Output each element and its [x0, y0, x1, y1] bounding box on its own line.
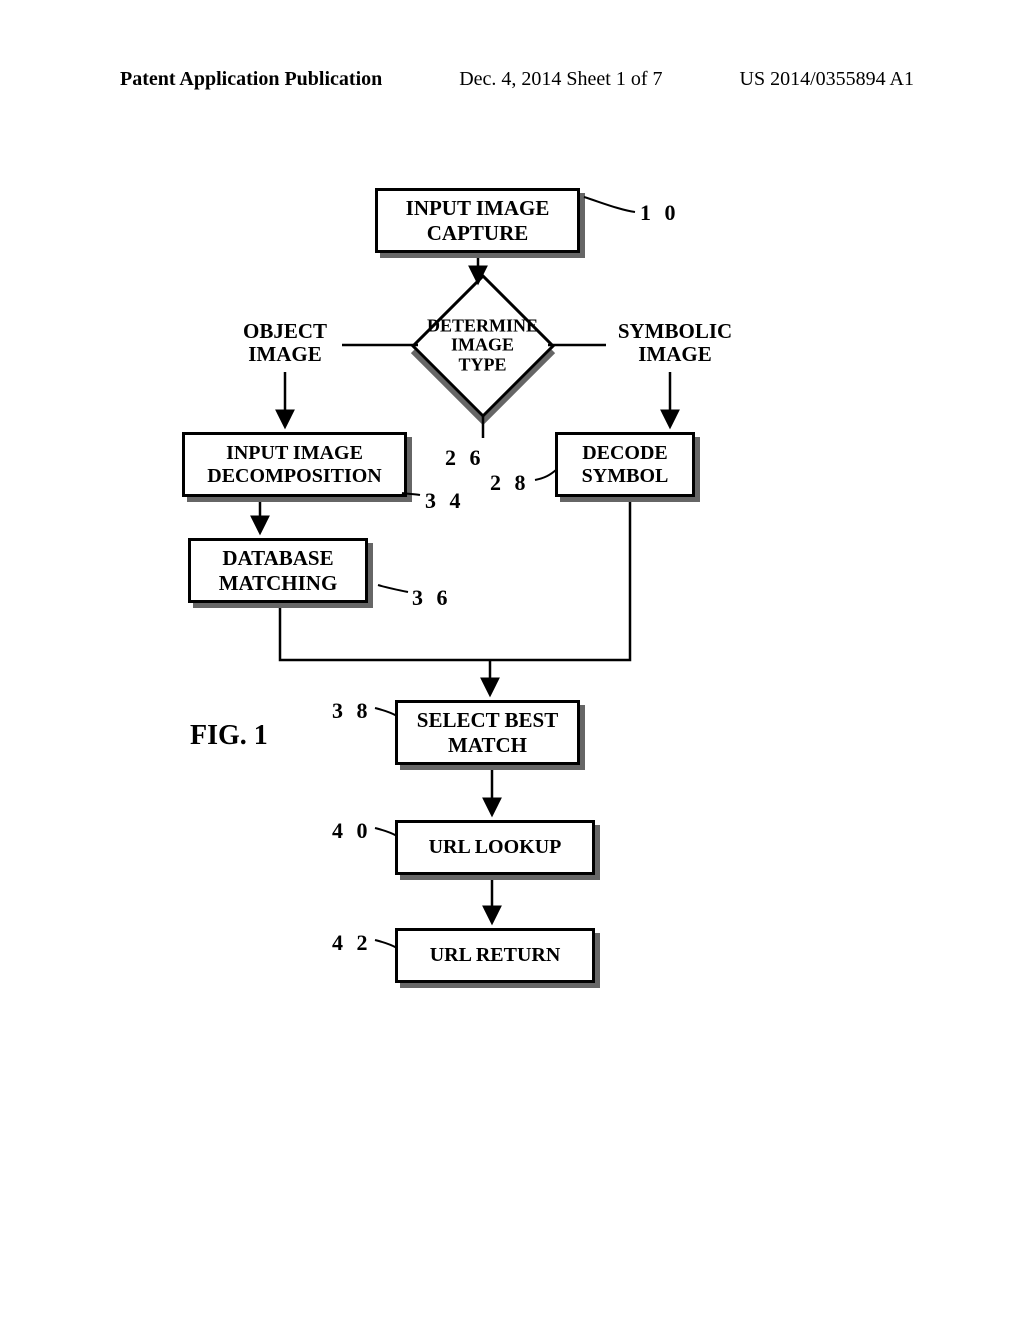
node-text-line: TYPE [410, 355, 555, 375]
node-text: DETERMINE IMAGE TYPE [410, 316, 555, 375]
node-text: URL RETURN [430, 944, 561, 967]
node-text: DECODE [582, 442, 668, 465]
label-object-image: OBJECT IMAGE [225, 320, 345, 366]
label-line: SYMBOLIC [605, 320, 745, 343]
node-text: MATCHING [219, 571, 338, 595]
header-mid: Dec. 4, 2014 Sheet 1 of 7 [459, 68, 662, 91]
ref-42: 4 2 [332, 930, 372, 956]
label-line: IMAGE [605, 343, 745, 366]
figure-label: FIG. 1 [190, 720, 268, 752]
node-text: SYMBOL [582, 465, 669, 488]
label-line: IMAGE [225, 343, 345, 366]
node-text: SELECT BEST [417, 708, 558, 732]
node-text: DECOMPOSITION [207, 465, 381, 488]
header-left: Patent Application Publication [120, 68, 382, 91]
ref-26: 2 6 [445, 445, 485, 471]
node-return: URL RETURN [395, 928, 595, 983]
node-text-line: DETERMINE [410, 316, 555, 336]
node-text: DATABASE [222, 546, 333, 570]
node-text: CAPTURE [427, 221, 529, 245]
ref-34: 3 4 [425, 488, 465, 514]
ref-10: 1 0 [640, 200, 680, 226]
ref-28: 2 8 [490, 470, 530, 496]
node-input-capture: INPUT IMAGE CAPTURE [375, 188, 580, 253]
label-symbolic-image: SYMBOLIC IMAGE [605, 320, 745, 366]
header-right: US 2014/0355894 A1 [740, 68, 914, 91]
node-text: MATCH [448, 733, 527, 757]
node-decomposition: INPUT IMAGE DECOMPOSITION [182, 432, 407, 497]
node-matching: DATABASE MATCHING [188, 538, 368, 603]
node-lookup: URL LOOKUP [395, 820, 595, 875]
node-text-line: IMAGE [410, 336, 555, 356]
node-decode: DECODE SYMBOL [555, 432, 695, 497]
node-text: URL LOOKUP [429, 836, 562, 859]
ref-40: 4 0 [332, 818, 372, 844]
ref-36: 3 6 [412, 585, 452, 611]
label-line: OBJECT [225, 320, 345, 343]
node-text: INPUT IMAGE [406, 196, 550, 220]
ref-38: 3 8 [332, 698, 372, 724]
node-determine: DETERMINE IMAGE TYPE [410, 273, 555, 418]
page-root: Patent Application Publication Dec. 4, 2… [0, 0, 1024, 1320]
page-header: Patent Application Publication Dec. 4, 2… [0, 68, 1024, 91]
node-select: SELECT BEST MATCH [395, 700, 580, 765]
node-text: INPUT IMAGE [226, 442, 363, 465]
